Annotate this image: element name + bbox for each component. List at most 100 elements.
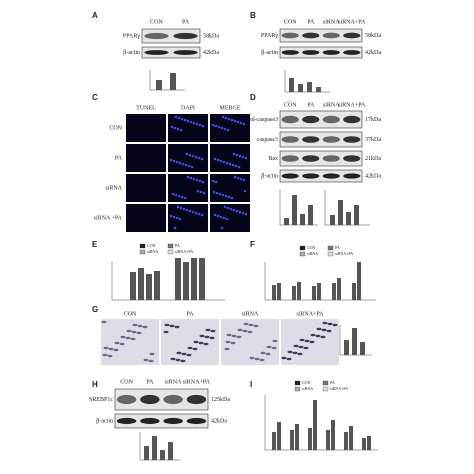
cell	[247, 330, 253, 334]
cell	[204, 335, 210, 339]
nucleus	[189, 176, 193, 180]
nucleus	[221, 193, 225, 197]
blot-band	[281, 115, 299, 124]
nucleus	[211, 123, 215, 127]
cell	[120, 335, 126, 339]
nucleus	[227, 117, 231, 121]
nucleus	[238, 210, 242, 214]
legend-swatch	[294, 380, 301, 386]
cell	[126, 329, 132, 333]
nucleus	[216, 158, 220, 162]
nucleus	[224, 116, 228, 120]
legend-label: siRNA+PA	[330, 386, 348, 391]
protein-label: SREBP1c	[89, 397, 113, 403]
panel-letter: F	[250, 240, 255, 249]
blot-band	[302, 173, 320, 179]
blot-band	[144, 50, 169, 55]
blot-strip	[114, 388, 209, 411]
protein-label: PPARγ	[123, 33, 140, 39]
blot-band	[322, 136, 340, 143]
nucleus	[183, 196, 187, 200]
nucleus	[211, 179, 215, 183]
protein-label: caspase3	[257, 137, 278, 143]
panel-letter: G	[92, 305, 98, 314]
blot-band	[140, 394, 160, 405]
blot-band	[186, 394, 207, 405]
column-label: MERGE	[220, 105, 241, 111]
legend-swatch	[139, 243, 146, 249]
blot-band	[343, 136, 361, 143]
column-label: DAPI	[181, 105, 195, 111]
blot-band	[281, 136, 299, 143]
nucleus	[177, 194, 181, 198]
nucleus	[222, 216, 226, 220]
nucleus	[175, 216, 179, 220]
nucleus	[239, 121, 243, 125]
protein-label: Bax	[268, 156, 278, 162]
nucleus	[238, 154, 242, 158]
size-label: 37kDa	[365, 137, 381, 143]
cell	[310, 333, 316, 337]
nucleus	[177, 116, 181, 120]
cell	[181, 352, 187, 356]
lane-label: siRNA	[323, 102, 340, 108]
nucleus	[221, 115, 225, 119]
legend-swatch	[327, 251, 334, 257]
nucleus	[233, 175, 237, 179]
nucleus	[214, 124, 218, 128]
nucleus	[227, 195, 231, 199]
cell	[101, 320, 107, 324]
nucleus	[230, 118, 234, 122]
cell	[225, 340, 231, 344]
legend-label: CON	[147, 243, 156, 248]
mini-chart-e	[111, 258, 225, 301]
blot-strip	[279, 28, 363, 43]
panel-letter: E	[92, 240, 98, 249]
size-label: 17kDa	[365, 117, 381, 123]
legend-label: siRNA	[302, 386, 313, 391]
lane-label: PA	[146, 379, 154, 385]
nucleus	[176, 205, 180, 209]
cell	[303, 346, 309, 350]
nucleus	[224, 194, 228, 198]
nucleus	[225, 217, 229, 221]
nucleus	[185, 152, 189, 156]
cell	[332, 323, 338, 327]
protein-label: PPARγ	[261, 33, 278, 39]
nucleus	[184, 163, 188, 167]
nucleus	[220, 226, 224, 230]
nucleus	[197, 212, 201, 216]
cell	[293, 344, 299, 348]
blot-band	[322, 173, 340, 179]
size-label: 42kDa	[365, 50, 381, 56]
blot-band	[343, 50, 361, 55]
column-label: siRNA	[242, 311, 259, 317]
cell	[226, 333, 232, 337]
cell	[309, 340, 315, 344]
mini-chart-b	[284, 70, 330, 93]
row-label: CON	[109, 125, 122, 131]
cell	[164, 323, 170, 327]
protein-label: β-actin	[261, 50, 278, 56]
nucleus	[241, 155, 245, 159]
lane-label: siRNA	[165, 379, 182, 385]
nucleus	[169, 214, 173, 218]
legend-swatch	[139, 249, 146, 255]
mini-chart-d	[279, 190, 370, 226]
cell	[192, 347, 198, 351]
nucleus	[198, 123, 202, 127]
cell	[253, 324, 259, 328]
blot-band	[302, 136, 320, 143]
cell	[114, 341, 120, 345]
cell	[119, 342, 125, 346]
blot-strip	[279, 150, 363, 167]
cell	[286, 357, 292, 361]
blot-strip	[279, 131, 363, 148]
micrograph	[126, 114, 166, 142]
cell	[174, 325, 180, 329]
nucleus	[174, 193, 178, 197]
cell	[320, 335, 326, 339]
cell	[125, 336, 131, 340]
panel-letter: I	[250, 380, 252, 389]
